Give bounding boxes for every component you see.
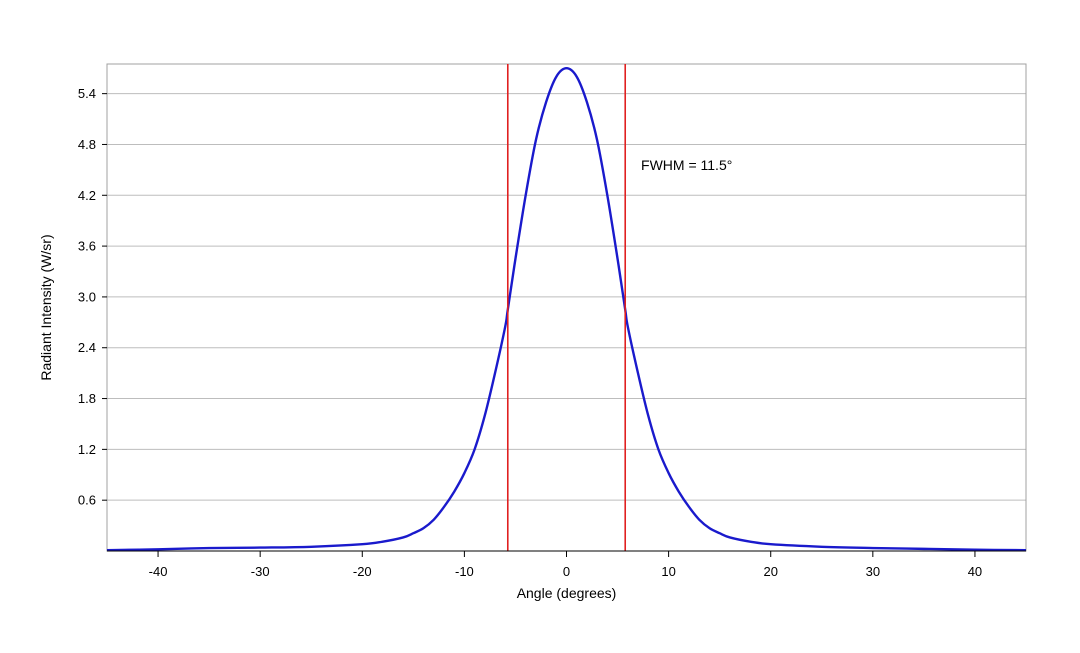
intensity-curve	[106, 67, 1027, 552]
y-tick-label: 4.8	[78, 137, 96, 152]
x-tick-label: -10	[455, 564, 474, 579]
x-tick-label: 0	[563, 564, 570, 579]
y-tick-label: 0.6	[78, 493, 96, 508]
plot-area-frame	[106, 63, 1027, 552]
x-axis: -40 -30 -20 -10 0 10 20 30 40	[107, 550, 1026, 579]
y-tick-label: 1.8	[78, 391, 96, 406]
x-tick-label: -20	[353, 564, 372, 579]
x-tick-label: -40	[149, 564, 168, 579]
x-tick-label: 20	[763, 564, 777, 579]
x-tick-label: -30	[251, 564, 270, 579]
x-tick-label: 40	[968, 564, 982, 579]
grid-layer	[107, 93, 1026, 501]
y-tick-label: 2.4	[78, 340, 96, 355]
y-tick-label: 3.0	[78, 289, 96, 304]
series-layer	[106, 67, 1027, 552]
x-axis-title: Angle (degrees)	[517, 585, 617, 601]
x-tick-label: 10	[661, 564, 675, 579]
fwhm-marker-layer	[506, 64, 627, 551]
y-tick-label: 4.2	[78, 188, 96, 203]
y-tick-label: 5.4	[78, 86, 96, 101]
fwhm-annotation: FWHM = 11.5°	[641, 157, 732, 173]
y-axis: 0.6 1.2 1.8 2.4 3.0 3.6 4.2 4.8 5.4	[78, 86, 107, 508]
x-tick-label: 30	[866, 564, 880, 579]
y-tick-label: 3.6	[78, 239, 96, 254]
y-axis-title: Radiant Intensity (W/sr)	[38, 234, 54, 380]
y-tick-label: 1.2	[78, 442, 96, 457]
